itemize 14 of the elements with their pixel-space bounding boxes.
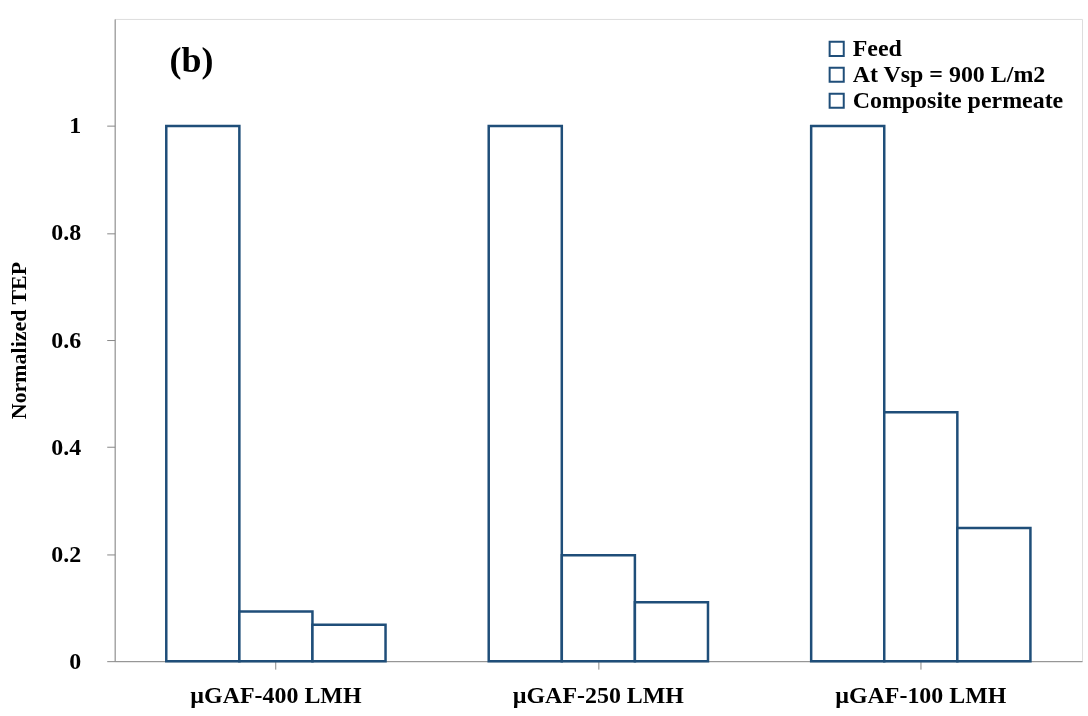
x-tick-label: µGAF-100 LMH [835, 681, 1007, 708]
legend-label: Composite permeate [852, 86, 1064, 113]
y-tick-label: 0 [69, 647, 82, 674]
x-tick-label: µGAF-250 LMH [512, 681, 685, 708]
legend-label: At Vsp = 900 L/m2 [852, 60, 1046, 87]
y-tick-label: 0.4 [51, 433, 82, 460]
y-tick-label: 1 [69, 112, 82, 139]
x-tick-label: µGAF-400 LMH [190, 681, 362, 708]
y-tick-label: 0.6 [51, 326, 82, 353]
y-axis-title: Normalized TEP [6, 261, 32, 420]
y-tick-label: 0.8 [51, 219, 82, 246]
legend-label: Feed [852, 34, 903, 61]
y-tick-label: 0.2 [51, 540, 82, 567]
annotation: (b) [169, 39, 214, 80]
